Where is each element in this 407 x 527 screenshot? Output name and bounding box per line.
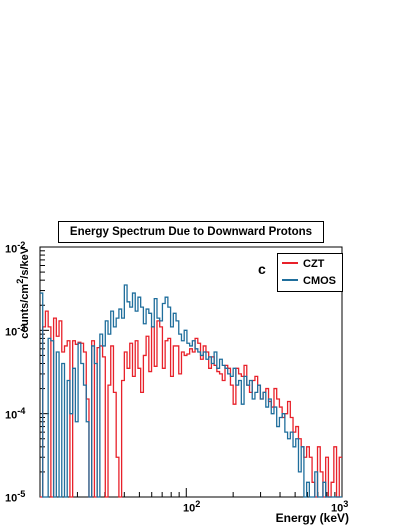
chart-title: Energy Spectrum Due to Downward Protons [58,221,324,243]
x-tick-exp: 2 [195,499,201,509]
y-tick-base: 10 [5,409,18,422]
y-tick-label: 10-2 [5,240,25,256]
plot-frame [39,246,343,498]
y-tick-label: 10-4 [5,406,25,422]
y-tick-label: 10-3 [5,323,25,339]
legend-label-czt: CZT [303,258,325,270]
y-tick-exp: -5 [17,489,26,499]
y-tick-exp: -4 [17,406,26,416]
legend-item-czt: CZT [282,257,324,271]
x-tick-base: 10 [183,502,196,515]
y-tick-base: 10 [5,243,18,256]
y-tick-label: 10-5 [5,489,25,505]
series-line-cmos [40,284,342,498]
legend-swatch-czt [282,262,298,265]
series-layer [40,284,342,498]
series-line-czt [40,310,342,498]
y-tick-exp: -3 [17,323,26,333]
x-tick-exp: 3 [343,499,349,509]
y-tick-exp: -2 [17,240,26,250]
x-tick-label: 102 [183,499,200,515]
legend-swatch-cmos [282,279,298,282]
x-axis-label: Energy (keV) [275,511,349,525]
y-tick-base: 10 [5,492,18,505]
y-axis-label: counts/cm2/s/keV [15,198,31,388]
y-axis-label-sup: 2 [15,278,26,284]
panel-label: c [258,261,266,277]
legend: CZT CMOS [277,253,343,292]
legend-item-cmos: CMOS [282,274,336,288]
x-tick-label: 103 [331,499,348,515]
legend-label-cmos: CMOS [303,275,336,287]
y-tick-base: 10 [5,326,18,339]
x-tick-base: 10 [331,502,344,515]
